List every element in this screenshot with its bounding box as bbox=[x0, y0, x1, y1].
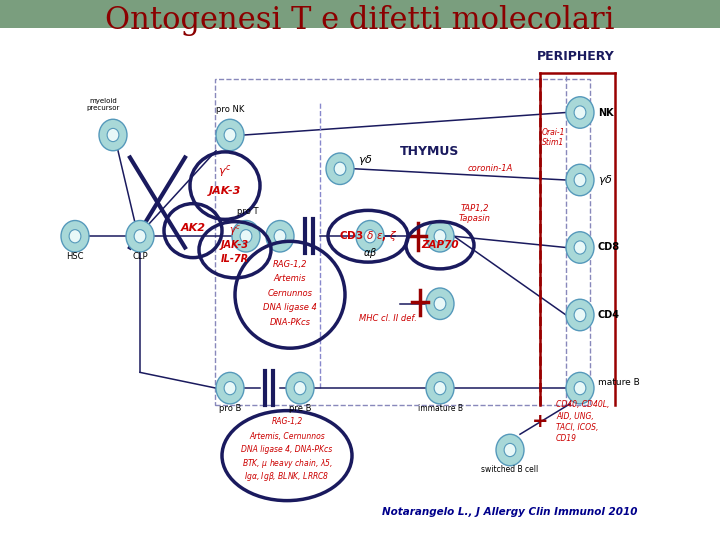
Circle shape bbox=[574, 308, 586, 322]
Circle shape bbox=[99, 119, 127, 151]
Circle shape bbox=[216, 373, 244, 404]
Circle shape bbox=[566, 164, 594, 195]
Text: switched B cell: switched B cell bbox=[482, 465, 539, 475]
Bar bbox=[0, 0, 720, 28]
Text: Notarangelo L., J Allergy Clin Immunol 2010: Notarangelo L., J Allergy Clin Immunol 2… bbox=[382, 507, 638, 517]
Circle shape bbox=[574, 106, 586, 119]
Text: CLP: CLP bbox=[132, 252, 148, 261]
Bar bbox=[215, 79, 590, 405]
Text: NK: NK bbox=[598, 107, 613, 118]
Text: JAK-3: JAK-3 bbox=[221, 240, 249, 249]
Circle shape bbox=[566, 299, 594, 330]
Text: DNA ligase 4, DNA-PKcs: DNA ligase 4, DNA-PKcs bbox=[241, 446, 333, 454]
Circle shape bbox=[224, 381, 236, 395]
Circle shape bbox=[232, 220, 260, 252]
Text: pre B: pre B bbox=[289, 403, 311, 413]
Text: PERIPHERY: PERIPHERY bbox=[537, 50, 615, 63]
Text: pro T: pro T bbox=[238, 207, 258, 216]
Circle shape bbox=[434, 230, 446, 243]
Circle shape bbox=[326, 153, 354, 185]
Circle shape bbox=[224, 129, 236, 141]
Text: AK2: AK2 bbox=[181, 222, 205, 233]
Text: pro NK: pro NK bbox=[216, 105, 244, 114]
Text: HSC: HSC bbox=[66, 252, 84, 261]
Text: +: + bbox=[532, 413, 548, 431]
Circle shape bbox=[364, 230, 376, 243]
Text: Orai-1
Stim1: Orai-1 Stim1 bbox=[541, 127, 564, 147]
Text: Artemis: Artemis bbox=[274, 274, 306, 284]
Text: mature B: mature B bbox=[598, 378, 640, 387]
Text: JAK-3: JAK-3 bbox=[209, 186, 241, 195]
Text: Ontogenesi T e difetti molecolari: Ontogenesi T e difetti molecolari bbox=[105, 5, 615, 36]
Circle shape bbox=[426, 220, 454, 252]
Circle shape bbox=[334, 162, 346, 176]
Circle shape bbox=[286, 373, 314, 404]
Text: myeloid
precursor: myeloid precursor bbox=[86, 98, 120, 111]
Circle shape bbox=[69, 230, 81, 243]
Circle shape bbox=[566, 97, 594, 128]
Text: IL-7R: IL-7R bbox=[221, 254, 249, 264]
Circle shape bbox=[434, 381, 446, 395]
Text: AID, UNG,: AID, UNG, bbox=[556, 411, 594, 421]
Text: BTK, $\mu$ heavy chain, $\lambda$5,: BTK, $\mu$ heavy chain, $\lambda$5, bbox=[241, 457, 333, 470]
Circle shape bbox=[574, 241, 586, 254]
Circle shape bbox=[426, 373, 454, 404]
Text: RAG-1,2: RAG-1,2 bbox=[273, 260, 307, 268]
Circle shape bbox=[134, 230, 146, 243]
Text: MHC cl. II def.: MHC cl. II def. bbox=[359, 314, 417, 322]
Text: ZAP70: ZAP70 bbox=[421, 240, 459, 250]
Text: immature B: immature B bbox=[418, 403, 462, 413]
Text: Cernunnos: Cernunnos bbox=[268, 289, 312, 298]
Circle shape bbox=[566, 373, 594, 404]
Circle shape bbox=[61, 220, 89, 252]
Circle shape bbox=[294, 381, 306, 395]
Circle shape bbox=[274, 230, 286, 243]
Circle shape bbox=[126, 220, 154, 252]
Text: CD4: CD4 bbox=[598, 310, 620, 320]
Text: DNA ligase 4: DNA ligase 4 bbox=[263, 303, 317, 313]
Text: $\alpha\beta$: $\alpha\beta$ bbox=[363, 246, 377, 260]
Circle shape bbox=[426, 288, 454, 320]
Text: CD19: CD19 bbox=[556, 434, 577, 443]
Text: $\gamma^c$: $\gamma^c$ bbox=[218, 163, 232, 179]
Circle shape bbox=[216, 119, 244, 151]
Text: pro B: pro B bbox=[219, 403, 241, 413]
Circle shape bbox=[266, 220, 294, 252]
Circle shape bbox=[356, 220, 384, 252]
Text: CD3 $\delta$ $\varepsilon$, $\zeta$: CD3 $\delta$ $\varepsilon$, $\zeta$ bbox=[339, 230, 397, 243]
Circle shape bbox=[240, 230, 252, 243]
Circle shape bbox=[566, 232, 594, 263]
Circle shape bbox=[434, 297, 446, 310]
Circle shape bbox=[107, 129, 119, 141]
Circle shape bbox=[496, 434, 524, 465]
Text: DNA-PKcs: DNA-PKcs bbox=[269, 318, 310, 327]
Text: RAG-1,2: RAG-1,2 bbox=[271, 417, 302, 426]
Text: CD40, CD40L,: CD40, CD40L, bbox=[556, 400, 609, 409]
Text: $\gamma\delta$: $\gamma\delta$ bbox=[358, 153, 373, 167]
Text: CD8: CD8 bbox=[598, 242, 620, 253]
Text: TACI, ICOS,: TACI, ICOS, bbox=[556, 423, 598, 432]
Text: $\gamma^c$: $\gamma^c$ bbox=[229, 224, 241, 238]
Text: $\gamma\delta$: $\gamma\delta$ bbox=[598, 173, 613, 187]
Text: Ig$\alpha$, Ig$\beta$, BLNK, LRRC8: Ig$\alpha$, Ig$\beta$, BLNK, LRRC8 bbox=[244, 470, 330, 483]
Text: Artemis, Cernunnos: Artemis, Cernunnos bbox=[249, 432, 325, 441]
Circle shape bbox=[574, 381, 586, 395]
Circle shape bbox=[504, 443, 516, 457]
Text: TAP1,2
Tapasin: TAP1,2 Tapasin bbox=[459, 204, 491, 224]
Text: coronin-1A: coronin-1A bbox=[467, 164, 513, 173]
Circle shape bbox=[574, 173, 586, 187]
Text: THYMUS: THYMUS bbox=[400, 145, 459, 158]
